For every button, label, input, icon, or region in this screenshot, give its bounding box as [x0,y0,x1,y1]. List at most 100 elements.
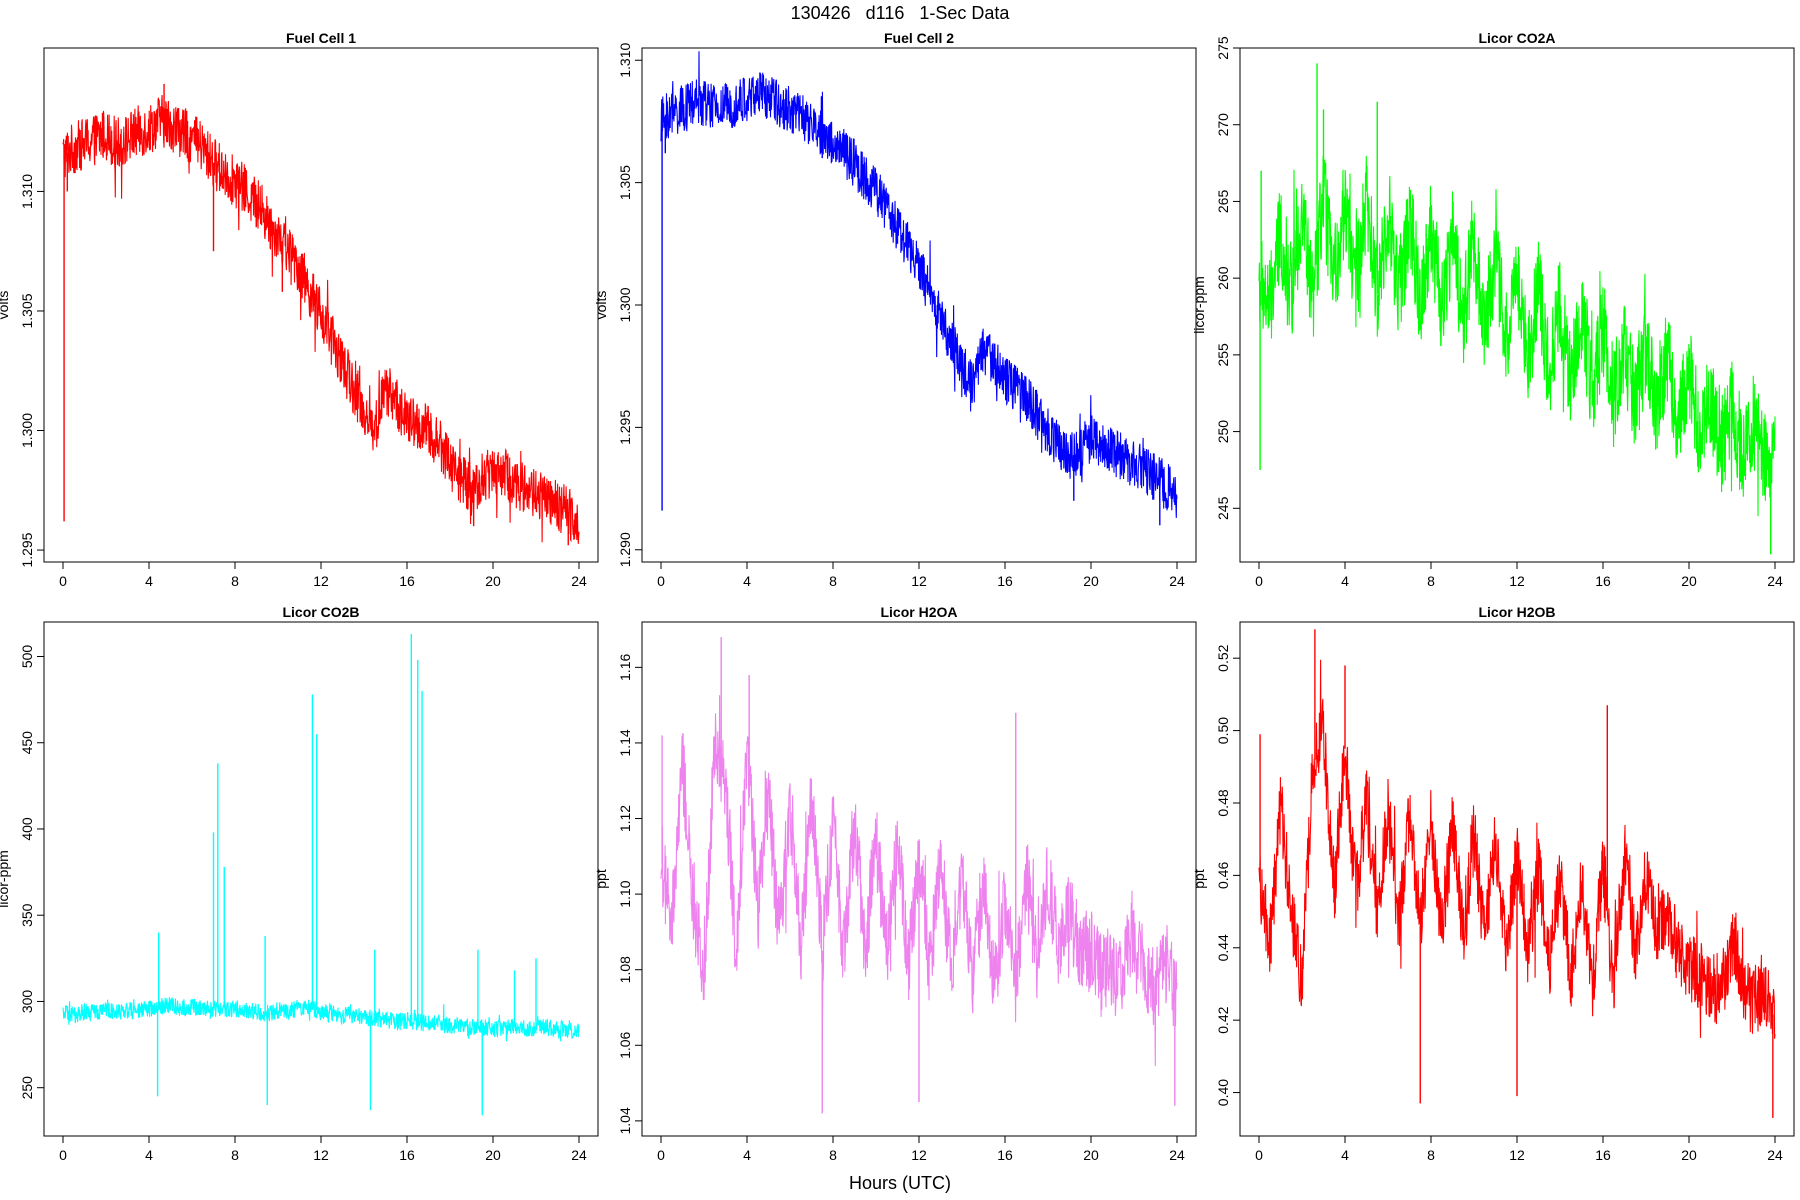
y-tick-label: 1.14 [617,729,633,756]
y-tick-label: 1.295 [19,532,35,567]
y-tick-label: 0.48 [1215,789,1231,816]
panel-fuel-cell-1: Fuel Cell 1 volts 0 4 8 12 16 20 24 1.295 1.300 1.3… [0,30,599,589]
y-tick-label: 265 [1215,190,1231,214]
y-tick-label: 0.46 [1215,862,1231,889]
x-tick-label: 0 [657,573,665,589]
y-tick-label: 1.305 [617,165,633,200]
series-line [62,997,580,1042]
series-line [660,695,1178,1067]
x-tick-label: 8 [829,573,837,589]
panel-licor-co2a: Licor CO2A licor-ppm 0 4 8 12 16 20 24 245 250 255 2… [1191,30,1795,589]
x-tick-label: 16 [1595,573,1611,589]
y-tick-label: 1.300 [19,413,35,448]
y-tick-label: 250 [19,1076,35,1100]
y-tick-label: 0.40 [1215,1079,1231,1106]
x-tick-label: 0 [59,1147,67,1163]
x-tick-label: 4 [1341,573,1349,589]
x-tick-label: 24 [1767,1147,1783,1163]
x-tick-label: 24 [1169,1147,1185,1163]
x-tick-label: 12 [911,573,927,589]
x-tick-label: 4 [743,573,751,589]
y-tick-label: 250 [1215,420,1231,444]
x-tick-label: 12 [313,573,329,589]
y-axis-label: volts [593,291,609,320]
y-tick-label: 1.04 [617,1107,633,1134]
y-tick-label: 1.310 [19,174,35,209]
y-tick-label: 1.16 [617,654,633,681]
y-tick-label: 1.10 [617,880,633,907]
y-tick-label: 500 [19,645,35,669]
y-tick-label: 0.52 [1215,644,1231,671]
series-line [1258,155,1776,517]
x-tick-label: 20 [1083,1147,1099,1163]
y-axis-label: licor-ppm [1191,276,1207,334]
x-tick-label: 16 [399,573,415,589]
panel-licor-h2oa: Licor H2OA ppt 0 4 8 12 16 20 24 1.04 1.06 1.08 1.10… [593,604,1197,1163]
x-tick-label: 8 [231,1147,239,1163]
x-tick-label: 24 [571,573,587,589]
panel-licor-h2ob: Licor H2OB ppt 0 4 8 12 16 20 24 0.40 0.42 0.44 0.46… [1191,604,1795,1163]
x-tick-label: 8 [1427,573,1435,589]
x-tick-label: 4 [145,573,153,589]
x-tick-label: 12 [313,1147,329,1163]
x-tick-label: 20 [1083,573,1099,589]
x-tick-label: 20 [1681,573,1697,589]
x-tick-label: 0 [59,573,67,589]
y-tick-label: 450 [19,731,35,755]
panel-title: Licor H2OB [1478,604,1555,620]
y-tick-label: 0.50 [1215,717,1231,744]
x-tick-label: 12 [911,1147,927,1163]
panel-title: Licor CO2A [1478,30,1555,46]
y-tick-label: 1.08 [617,956,633,983]
y-tick-label: 0.42 [1215,1006,1231,1033]
y-tick-label: 0.44 [1215,934,1231,961]
figure-title: 130426 d116 1-Sec Data [790,3,1010,23]
y-tick-label: 270 [1215,113,1231,137]
panel-licor-co2b: Licor CO2B licor-ppm 0 4 8 12 16 20 24 250 300 350 4… [0,604,599,1163]
panel-title: Licor H2OA [880,604,957,620]
y-tick-label: 1.295 [617,410,633,445]
plot-frame [43,621,599,1137]
x-tick-label: 16 [997,573,1013,589]
x-tick-label: 20 [485,573,501,589]
x-tick-label: 8 [829,1147,837,1163]
x-tick-label: 4 [743,1147,751,1163]
x-tick-label: 24 [1767,573,1783,589]
x-tick-label: 24 [1169,573,1185,589]
y-tick-label: 1.12 [617,805,633,832]
x-tick-label: 16 [997,1147,1013,1163]
x-tick-label: 20 [485,1147,501,1163]
y-tick-label: 1.300 [617,287,633,322]
y-tick-label: 1.305 [19,293,35,328]
y-tick-label: 260 [1215,266,1231,290]
y-tick-label: 255 [1215,343,1231,367]
panel-title: Licor CO2B [282,604,359,620]
x-tick-label: 12 [1509,1147,1525,1163]
x-tick-label: 0 [657,1147,665,1163]
panel-title: Fuel Cell 1 [286,30,356,46]
plot-frame [641,47,1197,563]
y-axis-label: ppt [1191,869,1207,889]
y-axis-label: ppt [593,869,609,889]
y-tick-label: 350 [19,903,35,927]
figure-x-axis-label: Hours (UTC) [849,1173,951,1193]
x-tick-label: 4 [145,1147,153,1163]
y-tick-label: 300 [19,990,35,1014]
y-tick-label: 275 [1215,36,1231,60]
plot-frame [43,47,599,563]
y-tick-label: 1.06 [617,1031,633,1058]
panel-title: Fuel Cell 2 [884,30,954,46]
series-line [660,51,1178,518]
panel-fuel-cell-2: Fuel Cell 2 volts 0 4 8 12 16 20 24 1.290 1.295 1.3… [593,30,1197,589]
y-tick-label: 1.290 [617,532,633,567]
y-tick-label: 400 [19,817,35,841]
x-tick-label: 8 [231,573,239,589]
x-tick-label: 16 [399,1147,415,1163]
y-tick-label: 245 [1215,496,1231,520]
y-tick-label: 1.310 [617,43,633,78]
x-tick-label: 16 [1595,1147,1611,1163]
y-axis-label: licor-ppm [0,850,11,908]
x-tick-label: 0 [1255,1147,1263,1163]
y-axis-label: volts [0,291,11,320]
